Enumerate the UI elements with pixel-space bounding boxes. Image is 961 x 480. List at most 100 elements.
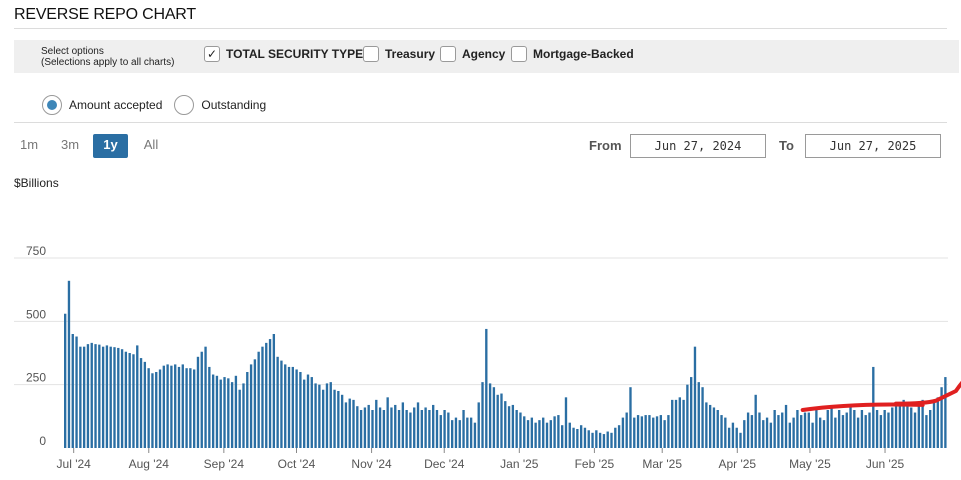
bar (105, 345, 109, 448)
bar (242, 383, 245, 448)
bar (139, 358, 143, 448)
bar (549, 420, 552, 448)
bar (310, 377, 313, 448)
bar (841, 415, 845, 448)
bar (466, 417, 469, 448)
range-button-1m[interactable]: 1m (19, 137, 39, 152)
bar (162, 365, 165, 448)
bar (910, 407, 913, 448)
bar (686, 384, 689, 448)
checkbox-checked-icon[interactable]: ✓ (204, 46, 220, 62)
bar (382, 410, 386, 448)
bar (788, 422, 791, 448)
checkbox-mortgage-backed[interactable]: Mortgage-Backed (511, 46, 634, 62)
bar (409, 412, 412, 448)
bar (223, 377, 226, 448)
bar (356, 406, 359, 448)
bar (67, 280, 71, 448)
range-button-3m[interactable]: 3m (60, 137, 80, 152)
bar (708, 404, 712, 448)
bar (177, 366, 181, 448)
bar (830, 407, 833, 448)
checkbox-agency[interactable]: Agency (440, 46, 505, 62)
checkbox-empty-icon[interactable] (363, 46, 379, 62)
bar (526, 420, 530, 448)
bar (891, 407, 894, 448)
checkbox-empty-icon[interactable] (440, 46, 456, 62)
bar (181, 364, 184, 448)
bar (215, 375, 219, 448)
bar (196, 356, 200, 448)
bar (359, 410, 363, 448)
title-divider (14, 28, 947, 29)
x-tick-label: Jun '25 (866, 457, 905, 471)
bar (193, 369, 196, 448)
bar (731, 422, 735, 448)
bar (640, 416, 644, 448)
bar (906, 402, 909, 448)
bar (416, 402, 420, 448)
bar (295, 369, 298, 448)
bar (253, 359, 257, 448)
bar (682, 399, 685, 448)
bar (257, 351, 260, 448)
bar (90, 342, 93, 448)
bar (765, 417, 769, 448)
radio-outstanding[interactable] (174, 95, 195, 115)
bar (598, 432, 602, 448)
bar (287, 366, 291, 448)
bar (151, 373, 154, 448)
to-date-input[interactable]: Jun 27, 2025 (805, 134, 941, 158)
bar (800, 415, 803, 448)
bar (496, 394, 499, 448)
bar (576, 429, 579, 448)
bar (120, 349, 124, 448)
radio-label-amount-accepted[interactable]: Amount accepted (69, 98, 163, 112)
bar (921, 399, 924, 448)
bar (917, 404, 920, 448)
bar (488, 383, 492, 448)
bar (485, 328, 488, 448)
bar (834, 417, 837, 448)
bar (299, 372, 302, 448)
bar (758, 412, 761, 448)
bar (807, 412, 810, 448)
bar (712, 407, 716, 448)
bar (663, 420, 666, 448)
bar (378, 407, 382, 448)
radio-amount-accepted[interactable] (42, 95, 62, 115)
bar (545, 422, 549, 448)
checkbox-treasury[interactable]: Treasury (363, 46, 435, 62)
to-label: To (779, 138, 794, 153)
bar (553, 416, 556, 448)
checkbox-total-security-types[interactable]: ✓ TOTAL SECURITY TYPES (204, 46, 371, 62)
bar (124, 351, 128, 448)
bar (208, 366, 211, 448)
bar (557, 415, 560, 448)
radio-label-outstanding[interactable]: Outstanding (201, 98, 267, 112)
bar (621, 417, 625, 448)
bar (929, 410, 932, 448)
from-date-input[interactable]: Jun 27, 2024 (630, 134, 766, 158)
bar (523, 416, 526, 448)
bar (477, 402, 480, 448)
bar (826, 410, 829, 448)
bar (219, 379, 222, 448)
bar (720, 415, 723, 448)
checkbox-label: TOTAL SECURITY TYPES (226, 47, 372, 61)
red-annotation-line (800, 381, 961, 412)
bar (636, 415, 640, 448)
bar (678, 397, 681, 448)
bar (913, 412, 917, 448)
bar (792, 417, 795, 448)
y-tick-label: 500 (26, 307, 46, 321)
bar (530, 417, 534, 448)
y-axis-label: $Billions (14, 176, 59, 190)
bar (189, 368, 192, 448)
bar (932, 402, 936, 448)
checkbox-empty-icon[interactable] (511, 46, 527, 62)
grid-lines (14, 257, 948, 386)
x-tick-label: Jan '25 (500, 457, 539, 471)
range-button-1y[interactable]: 1y (93, 134, 128, 158)
range-button-all[interactable]: All (143, 137, 159, 152)
